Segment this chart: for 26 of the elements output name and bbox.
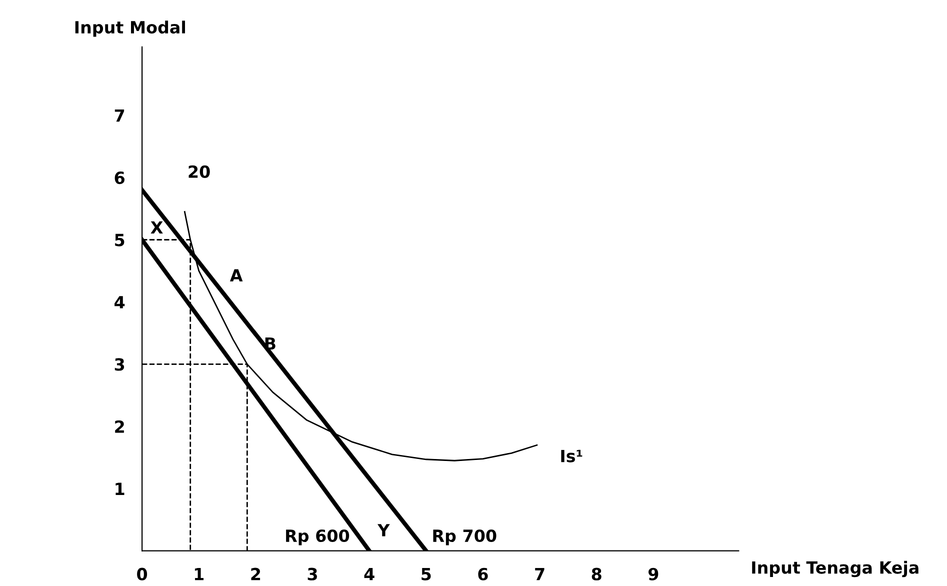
x-tick-label: 6 bbox=[478, 568, 488, 580]
series-label: Is¹ bbox=[561, 450, 582, 462]
x-tick-label: 7 bbox=[535, 568, 544, 580]
annotation: Y bbox=[378, 524, 390, 536]
annotation: X bbox=[150, 221, 163, 234]
x-tick-label: 3 bbox=[308, 568, 317, 580]
x-tick-label: 0 bbox=[137, 568, 148, 580]
x-tick-label: 5 bbox=[422, 568, 431, 580]
x-tick-label: 2 bbox=[251, 568, 260, 580]
y-tick-label: 6 bbox=[114, 172, 124, 184]
y-tick-label: 3 bbox=[114, 358, 124, 371]
y-tick-label: 2 bbox=[115, 420, 124, 433]
x-tick-label: 9 bbox=[648, 568, 658, 580]
y-tick-label: 5 bbox=[115, 234, 124, 246]
x-axis-title: Input Tenaga Keja bbox=[752, 560, 918, 578]
x-tick-label: 4 bbox=[364, 568, 374, 580]
y-tick-label: 7 bbox=[114, 110, 124, 122]
annotation: A bbox=[230, 269, 243, 282]
x-tick-label: 1 bbox=[194, 568, 204, 580]
y-axis-title: Input Modal bbox=[75, 20, 185, 37]
x-tick-label: 8 bbox=[592, 568, 602, 580]
annotation: 20 bbox=[188, 165, 210, 178]
series-label: Rp 600 bbox=[286, 529, 350, 546]
y-tick-label: 1 bbox=[116, 482, 124, 495]
y-tick-label: 4 bbox=[114, 296, 125, 308]
series-label: Rp 700 bbox=[433, 529, 496, 546]
